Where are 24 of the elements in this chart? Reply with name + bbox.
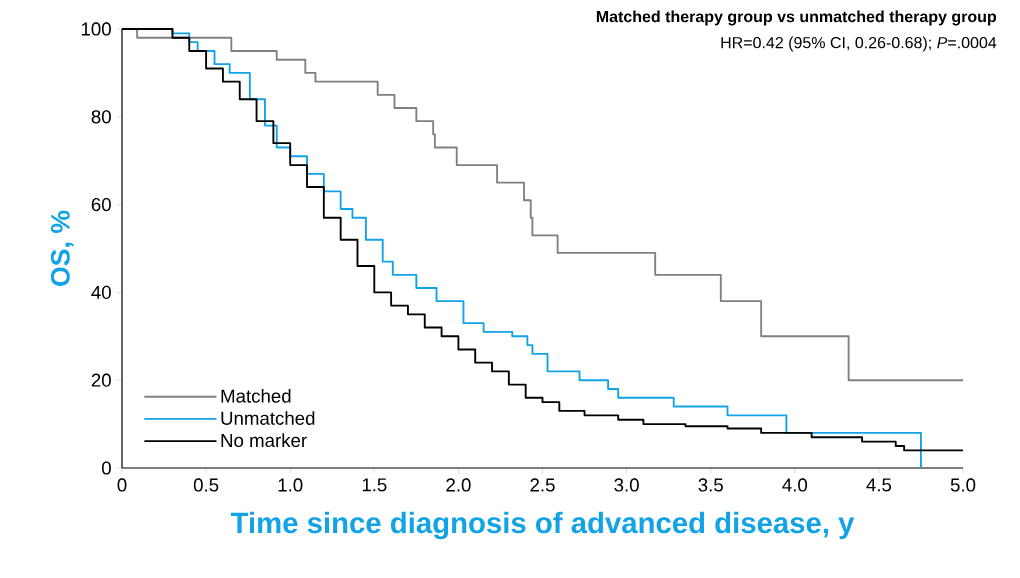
y-tick-label: 20 — [91, 373, 111, 387]
x-tick-label: 0.5 — [193, 478, 219, 492]
x-tick-label: 5.0 — [950, 478, 976, 492]
y-tick-label: 0 — [101, 461, 111, 475]
legend-label: Matched — [221, 388, 291, 403]
x-tick-label: 1.5 — [362, 478, 387, 492]
x-tick-label: 4.5 — [866, 478, 892, 492]
legend-label: Unmatched — [221, 411, 315, 425]
x-tick-label: 0 — [117, 478, 127, 492]
chart-title: Matched therapy group vs unmatched therapy group — [596, 10, 997, 26]
x-tick-label: 1.0 — [278, 478, 303, 492]
legend-label: No marker — [221, 433, 307, 448]
y-axis-title: OS, % — [50, 210, 74, 286]
x-tick-label: 4.0 — [782, 478, 808, 492]
y-tick-label: 100 — [81, 22, 111, 36]
x-axis-title: Time since diagnosis of advanced disease, y — [230, 511, 855, 540]
x-tick-label: 2.0 — [446, 478, 471, 492]
x-tick-label: 2.5 — [530, 478, 555, 492]
y-tick-label: 60 — [91, 197, 111, 212]
y-tick-label: 80 — [91, 110, 111, 124]
y-tick-label: 40 — [91, 285, 111, 300]
x-tick-label: 3.0 — [614, 478, 639, 492]
chart-subtitle: HR=0.42 (95% CI, 0.26-0.68); P=.0004 — [721, 36, 997, 52]
x-tick-label: 3.5 — [698, 478, 723, 492]
